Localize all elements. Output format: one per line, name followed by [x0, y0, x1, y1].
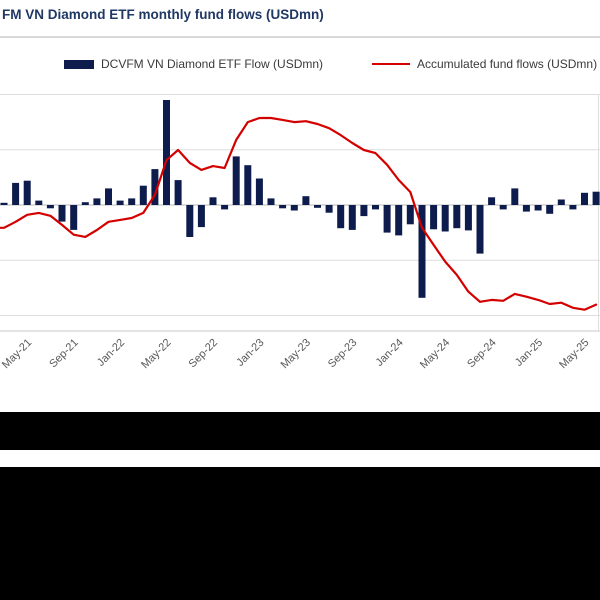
flow-bar [279, 205, 287, 209]
flow-bar [12, 182, 20, 205]
bar-series-swatch [64, 59, 94, 69]
flow-bar [151, 169, 159, 205]
footer-dark-band-bottom [0, 467, 600, 600]
flow-bar [464, 205, 472, 231]
flow-bar [128, 198, 136, 205]
flow-bar [314, 205, 321, 208]
flow-bar [174, 180, 182, 205]
x-axis-tick-label: May-25 [557, 337, 591, 371]
flow-bar [418, 205, 426, 298]
flow-bar [511, 188, 519, 205]
flow-bar [360, 205, 368, 217]
x-axis-tick-label: Jan-25 [513, 337, 545, 369]
flow-bar [546, 205, 554, 214]
x-axis-tick-label: Jan-22 [95, 337, 127, 369]
legend-label-flow: DCVFM VN Diamond ETF Flow (USDmn) [101, 57, 324, 71]
flow-bar [534, 205, 542, 211]
flow-bar [81, 202, 89, 205]
flow-bar [499, 205, 507, 210]
flow-bar [186, 205, 194, 237]
legend-item-accumulated: Accumulated fund flows (USDmn) [372, 57, 597, 71]
flow-bar [221, 205, 229, 210]
flow-bar [70, 205, 78, 230]
flow-bar [453, 205, 461, 229]
flow-bar [522, 205, 530, 212]
flow-bar [267, 198, 275, 205]
legend-label-accumulated: Accumulated fund flows (USDmn) [417, 57, 598, 71]
x-axis-tick-label: Sep-21 [47, 337, 81, 371]
title-divider [0, 36, 600, 38]
flow-bar [35, 200, 43, 205]
fund-flow-combo-chart: May-21 Sep-21 Jan-22 May-22 Sep-22 Jan-23 May-… [0, 94, 600, 371]
flow-bar [395, 205, 403, 236]
flow-bar [569, 205, 577, 210]
flow-bar [372, 205, 379, 210]
x-axis-tick-label: Jan-23 [234, 337, 266, 369]
accumulated-flow-line [0, 116, 598, 311]
x-axis-tick-label: Sep-24 [465, 337, 499, 371]
x-axis-tick-label: May-24 [418, 337, 452, 371]
flow-bar [0, 202, 8, 205]
flow-bar [557, 199, 565, 205]
legend-item-flow: DCVFM VN Diamond ETF Flow (USDmn) [64, 57, 323, 71]
flow-bar [105, 188, 112, 205]
chart-legend: DCVFM VN Diamond ETF Flow (USDmn) Accumu… [0, 55, 600, 75]
flow-bar [348, 205, 356, 230]
x-axis-tick-label: May-21 [0, 337, 34, 371]
flow-bar [430, 205, 438, 230]
flow-bar [581, 192, 588, 205]
flow-bar [244, 165, 252, 205]
chart-title: FM VN Diamond ETF monthly fund flows (US… [2, 7, 324, 22]
flow-bar [441, 205, 449, 232]
flow-bar [209, 197, 217, 205]
x-axis-tick-label: Sep-23 [326, 337, 360, 371]
flow-bar [23, 180, 31, 205]
flow-bar [58, 205, 66, 222]
flow-bar [337, 205, 345, 229]
flow-bar [406, 205, 414, 225]
flow-bar [488, 197, 496, 205]
x-axis-tick-label: May-22 [139, 337, 173, 371]
flow-bar [232, 156, 240, 205]
flow-bar [383, 205, 391, 233]
flow-bar [163, 100, 170, 205]
flow-bar [255, 178, 263, 205]
flow-bar [325, 205, 333, 213]
x-axis-tick-label: Jan-24 [374, 337, 406, 369]
footer-dark-band-top [0, 412, 600, 450]
line-series-swatch [372, 63, 410, 65]
x-axis-tick-label: Sep-22 [187, 337, 221, 371]
flow-bar [290, 205, 298, 211]
flow-bar [139, 185, 147, 205]
flow-bar [93, 198, 101, 205]
flow-bar [476, 205, 484, 254]
x-axis-tick-label: May-23 [279, 337, 313, 371]
flow-bar [46, 205, 54, 209]
flow-bar [197, 205, 205, 228]
flow-bar [592, 191, 600, 205]
flow-bar [116, 200, 124, 205]
flow-bar [302, 196, 310, 205]
